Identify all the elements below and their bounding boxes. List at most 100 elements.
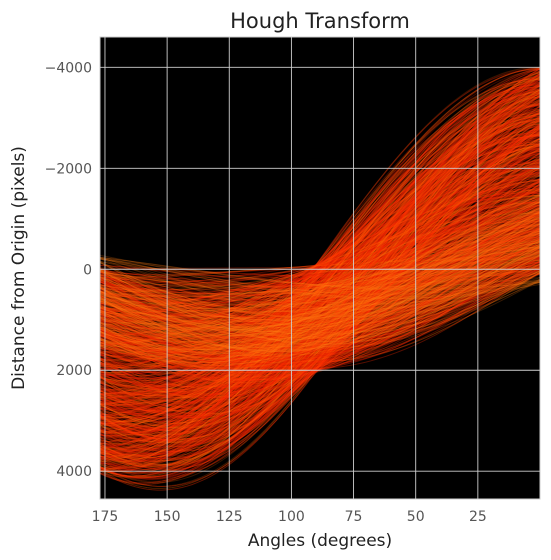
hough-curve xyxy=(100,217,540,343)
hough-curve xyxy=(100,221,540,317)
hough-curve xyxy=(100,88,540,453)
hough-curve xyxy=(100,192,540,359)
hough-curve xyxy=(100,225,540,328)
hough-curve xyxy=(100,226,540,378)
hough-curve xyxy=(100,93,540,462)
hough-curve xyxy=(100,231,540,352)
hough-curve xyxy=(100,186,540,380)
hough-curve xyxy=(100,120,540,418)
hough-curve xyxy=(100,74,540,481)
hough-curve xyxy=(100,111,540,440)
hough-curve xyxy=(100,237,540,303)
hough-curve xyxy=(100,140,540,405)
hough-curve xyxy=(100,208,540,332)
hough-curve xyxy=(100,130,540,409)
hough-curve xyxy=(100,234,540,349)
hough-curve xyxy=(100,112,540,434)
hough-curve xyxy=(100,152,540,397)
hough-curve xyxy=(100,119,540,437)
hough-curve xyxy=(100,224,540,326)
hough-curve xyxy=(100,133,540,422)
hough-curve xyxy=(100,88,540,450)
hough-curve xyxy=(100,99,540,466)
hough-curve xyxy=(100,257,540,281)
hough-curve xyxy=(100,164,540,393)
hough-curve xyxy=(100,105,540,434)
hough-curve xyxy=(100,258,540,314)
hough-curve xyxy=(100,167,540,379)
hough-curve xyxy=(100,128,540,438)
hough-curve xyxy=(100,204,540,345)
hough-curve xyxy=(100,228,540,323)
hough-curve xyxy=(100,242,540,340)
hough-curve xyxy=(100,196,540,352)
hough-curve xyxy=(100,127,540,429)
hough-curve xyxy=(100,260,540,350)
hough-curve xyxy=(100,96,540,447)
hough-curve xyxy=(100,172,540,369)
hough-curve xyxy=(100,72,540,470)
hough-curve xyxy=(100,125,540,416)
hough-curve xyxy=(100,149,540,409)
hough-curve xyxy=(100,89,540,453)
hough-curve xyxy=(100,201,540,353)
hough-curve xyxy=(100,235,540,378)
hough-curve xyxy=(100,74,540,480)
hough-curve xyxy=(100,188,540,370)
hough-curve xyxy=(100,119,540,436)
hough-curve xyxy=(100,67,540,478)
hough-curve xyxy=(100,211,540,362)
hough-curve xyxy=(100,153,540,417)
hough-curve xyxy=(100,147,540,423)
hough-curve xyxy=(100,108,540,434)
hough-curve xyxy=(100,206,540,361)
hough-curve xyxy=(100,195,540,344)
hough-curve xyxy=(100,211,540,382)
hough-curve xyxy=(100,268,540,339)
hough-curve xyxy=(100,143,540,395)
hough-curve xyxy=(100,244,540,300)
hough-curve xyxy=(100,90,540,467)
hough-curve xyxy=(100,160,540,417)
hough-curve xyxy=(100,179,540,396)
hough-curve xyxy=(100,162,540,376)
hough-curve xyxy=(100,70,540,477)
hough-curve xyxy=(100,266,540,366)
hough-curve xyxy=(100,139,540,400)
hough-curve xyxy=(100,143,540,410)
hough-curve xyxy=(100,120,540,448)
hough-curve xyxy=(100,172,540,411)
hough-curve xyxy=(100,104,540,437)
hough-curve xyxy=(100,224,540,318)
hough-curve xyxy=(100,189,540,355)
hough-curve xyxy=(100,110,540,442)
hough-curve xyxy=(100,145,540,399)
hough-curve xyxy=(100,92,540,465)
hough-curve xyxy=(100,147,540,392)
hough-curve xyxy=(100,90,540,469)
hough-curve xyxy=(100,262,540,304)
hough-curve xyxy=(100,84,540,459)
hough-curve xyxy=(100,94,540,462)
hough-curve xyxy=(100,112,540,452)
hough-curve xyxy=(100,180,540,360)
hough-curve xyxy=(100,259,540,333)
hough-curve xyxy=(100,84,540,463)
hough-curve xyxy=(100,68,540,472)
hough-curve xyxy=(100,90,540,450)
hough-curve xyxy=(100,67,540,471)
y-axis-ticks: −4000 −2000 0 2000 4000 xyxy=(45,60,92,480)
hough-curve xyxy=(100,152,540,419)
hough-curve xyxy=(100,148,540,412)
x-tick-label: 175 xyxy=(92,509,119,525)
hough-curve xyxy=(100,197,540,388)
hough-curve xyxy=(100,230,540,310)
hough-curve xyxy=(100,245,540,332)
hough-curve xyxy=(100,216,540,322)
hough-curve xyxy=(100,200,540,342)
hough-curve xyxy=(100,211,540,350)
hough-curve xyxy=(100,258,540,314)
hough-curve xyxy=(100,184,540,399)
hough-curve xyxy=(100,138,540,400)
hough-curve xyxy=(100,83,540,463)
